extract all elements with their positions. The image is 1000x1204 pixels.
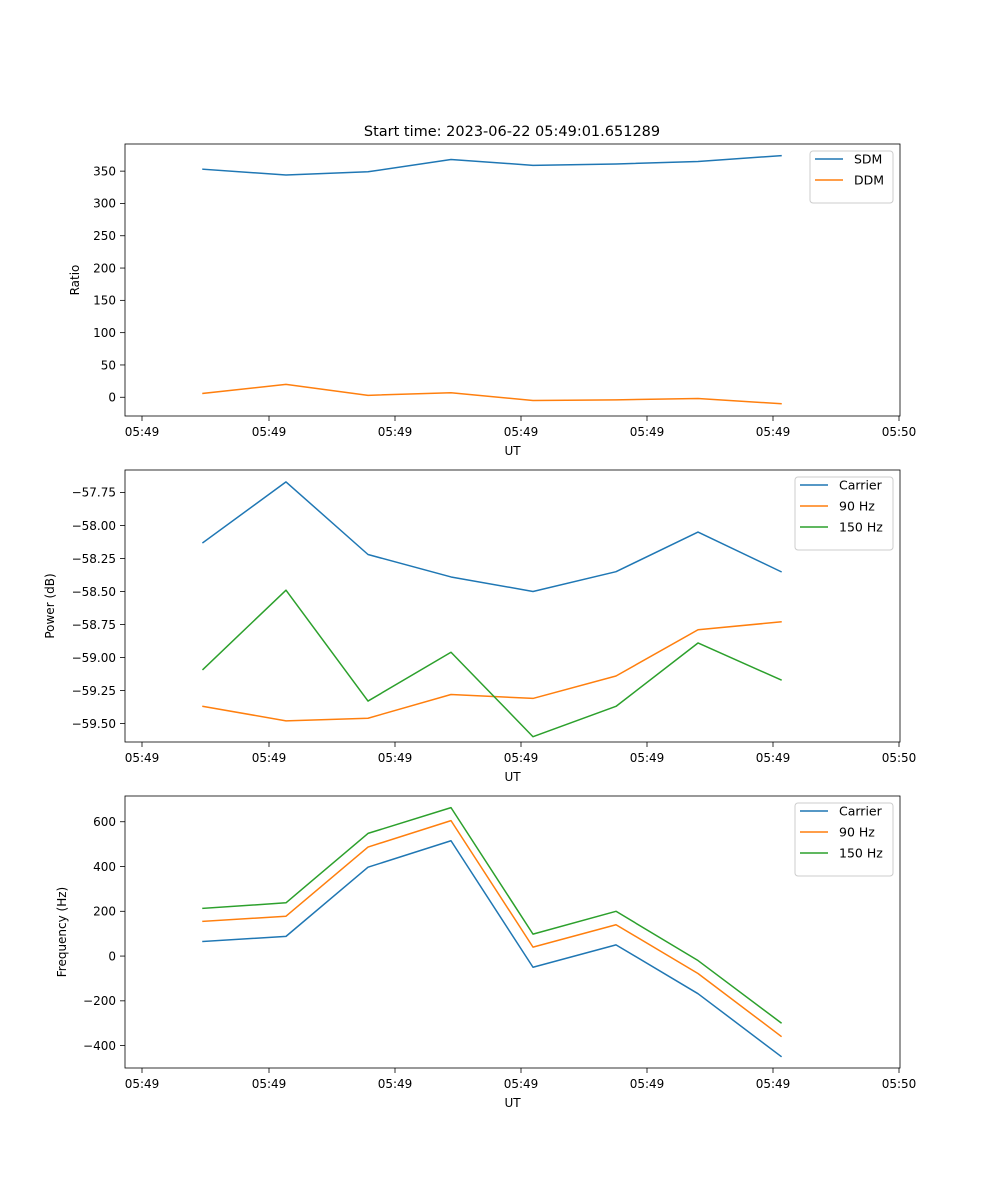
legend: SDM DDM <box>809 150 894 204</box>
legend: Carrier 90 Hz 150 Hz <box>794 476 894 551</box>
x-tick-label: 05:49 <box>378 751 413 765</box>
x-tick-label: 05:49 <box>378 425 413 439</box>
y-tick-label: −57.75 <box>72 486 116 500</box>
x-axis-label: UT <box>504 770 521 784</box>
x-tick-label: 05:49 <box>756 1077 791 1091</box>
axes-frame <box>124 143 901 417</box>
series-line-sdm <box>202 154 782 176</box>
x-tick-label: 05:49 <box>125 425 160 439</box>
axes-frame <box>124 469 901 743</box>
y-tick-label: −59.25 <box>72 684 116 698</box>
y-tick-label: 250 <box>93 229 116 243</box>
series-line-ddm <box>202 383 782 405</box>
y-tick-label: −59.50 <box>72 717 116 731</box>
y-axis-label: Power (dB) <box>43 573 57 638</box>
y-tick-label: 200 <box>93 905 116 919</box>
legend-label: 150 Hz <box>839 520 883 535</box>
legend-label: Carrier <box>839 478 883 493</box>
series-line-carrier <box>202 840 783 1058</box>
y-axis-label: Ratio <box>68 265 82 296</box>
y-tick-label: 400 <box>93 860 116 874</box>
legend-label: DDM <box>854 173 884 188</box>
legend-box <box>794 802 894 877</box>
series-line-150-hz <box>201 589 782 738</box>
y-axis-label: Frequency (Hz) <box>55 887 69 978</box>
y-tick-label: 50 <box>101 358 116 372</box>
x-axis-label: UT <box>504 444 521 458</box>
legend-label: 90 Hz <box>839 825 875 840</box>
y-tick-label: 0 <box>108 391 116 405</box>
series-line-150-hz <box>202 806 783 1024</box>
chart-panel-3: 05:49 05:49 05:49 05:49 05:49 05:49 05:50 600 40… <box>55 795 917 1110</box>
x-tick-label: 05:49 <box>252 1077 287 1091</box>
y-tick-label: −400 <box>83 1039 116 1053</box>
legend-label: SDM <box>854 152 882 167</box>
x-tick-label: 05:49 <box>252 751 287 765</box>
y-tick-label: 300 <box>93 197 116 211</box>
y-tick-label: −58.75 <box>72 618 116 632</box>
x-tick-label: 05:49 <box>378 1077 413 1091</box>
chart-panel-1: 05:49 05:49 05:49 05:49 05:49 05:49 05:50 0 50 10… <box>68 143 917 458</box>
series-line-carrier <box>201 481 782 593</box>
y-tick-label: 150 <box>93 294 116 308</box>
y-tick-label: 600 <box>93 815 116 829</box>
x-tick-label: 05:49 <box>630 1077 665 1091</box>
x-tick-label: 05:50 <box>882 751 917 765</box>
x-axis-label: UT <box>504 1096 521 1110</box>
series-line-90-hz <box>202 621 782 722</box>
y-tick-label: −58.50 <box>72 585 116 599</box>
x-tick-label: 05:49 <box>125 1077 160 1091</box>
y-tick-label: 100 <box>93 326 116 340</box>
y-tick-label: 0 <box>108 949 116 963</box>
figure-title: Start time: 2023-06-22 05:49:01.651289 <box>364 124 660 140</box>
x-tick-label: 05:49 <box>630 751 665 765</box>
legend-box <box>794 476 894 551</box>
x-tick-label: 05:49 <box>504 1077 539 1091</box>
legend-label: Carrier <box>839 804 883 819</box>
x-tick-label: 05:49 <box>504 751 539 765</box>
series-line-90-hz <box>202 819 783 1038</box>
legend-label: 90 Hz <box>839 499 875 514</box>
chart-panel-2: 05:49 05:49 05:49 05:49 05:49 05:49 05:50 −57.7… <box>43 469 917 784</box>
x-tick-label: 05:49 <box>630 425 665 439</box>
x-tick-label: 05:50 <box>882 1077 917 1091</box>
y-tick-label: 350 <box>93 164 116 178</box>
legend: Carrier 90 Hz 150 Hz <box>794 802 894 877</box>
x-tick-label: 05:49 <box>756 425 791 439</box>
legend-label: 150 Hz <box>839 846 883 861</box>
y-tick-label: −58.25 <box>72 552 116 566</box>
x-tick-label: 05:49 <box>756 751 791 765</box>
y-tick-label: −59.00 <box>72 651 116 665</box>
x-tick-label: 05:50 <box>882 425 917 439</box>
axes-frame <box>124 795 901 1069</box>
x-tick-label: 05:49 <box>252 425 287 439</box>
y-tick-label: −58.00 <box>72 519 116 533</box>
y-tick-label: −200 <box>83 994 116 1008</box>
x-tick-label: 05:49 <box>504 425 539 439</box>
x-tick-label: 05:49 <box>125 751 160 765</box>
legend-box <box>809 150 894 204</box>
y-tick-label: 200 <box>93 261 116 275</box>
